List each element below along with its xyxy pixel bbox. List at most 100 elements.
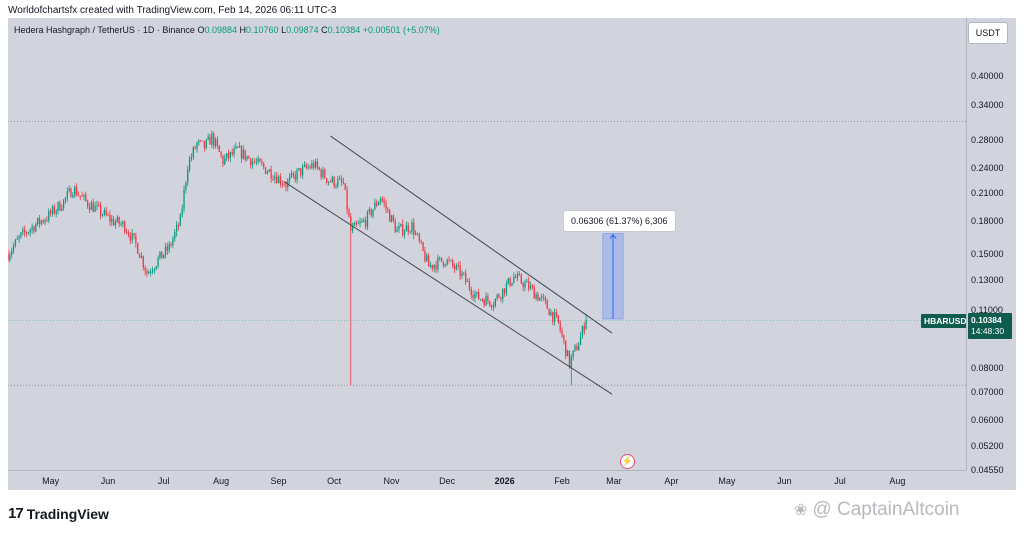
- candle-body: [420, 241, 422, 243]
- candle-body: [281, 183, 283, 185]
- candle-body: [203, 140, 206, 149]
- candle-body: [396, 229, 398, 232]
- candle-body: [218, 145, 220, 152]
- candle-body: [298, 168, 300, 170]
- watermark: ❀ @ CaptainAltcoin: [794, 499, 960, 521]
- candle-body: [468, 281, 471, 289]
- candle-body: [105, 210, 107, 215]
- price-label: 0.04550: [971, 465, 1004, 475]
- candle-body: [324, 169, 326, 179]
- candle-body: [127, 232, 130, 236]
- candle-body: [435, 264, 437, 270]
- candle-body: [381, 198, 383, 201]
- candle-body: [505, 283, 508, 294]
- candle-body: [355, 222, 358, 225]
- candle-body: [164, 246, 167, 255]
- candle-body: [357, 223, 359, 225]
- candle-body: [288, 176, 291, 181]
- chart-frame: Hedera Hashgraph / TetherUS · 1D · Binan…: [8, 18, 1016, 490]
- candle-body: [465, 273, 467, 282]
- candle-body: [257, 158, 259, 162]
- time-label: Dec: [439, 476, 456, 486]
- price-axis[interactable]: 0.500000.400000.340000.280000.240000.210…: [966, 18, 1016, 475]
- candle-body: [326, 178, 328, 183]
- candle-body: [57, 202, 59, 211]
- candle-body: [503, 288, 506, 294]
- candle-body: [392, 215, 395, 222]
- candle-body: [453, 265, 456, 270]
- currency-button[interactable]: USDT: [968, 22, 1008, 44]
- candle-body: [368, 209, 370, 212]
- candle-body: [11, 250, 13, 255]
- price-label: 0.07000: [971, 386, 1004, 397]
- candle-body: [448, 259, 450, 261]
- price-label: 0.11000: [971, 304, 1003, 315]
- candle-body: [200, 140, 202, 142]
- price-label: 0.05200: [971, 440, 1004, 451]
- candle-body: [192, 147, 194, 158]
- candle-body: [502, 288, 504, 300]
- candle-body: [351, 225, 354, 231]
- candle-body: [492, 305, 495, 308]
- candle-body: [276, 176, 278, 184]
- candle-body: [572, 350, 574, 357]
- candle-body: [66, 191, 68, 198]
- candle-body: [522, 283, 524, 288]
- flash-icon[interactable]: ⚡: [620, 454, 635, 469]
- candle-body: [277, 176, 280, 184]
- candle-body: [520, 275, 522, 284]
- candle-body: [494, 298, 496, 306]
- candle-body: [16, 238, 18, 240]
- candle-body: [394, 221, 396, 232]
- candle-body: [40, 220, 43, 224]
- candle-body: [359, 221, 361, 224]
- candle-body: [146, 271, 148, 274]
- candle-body: [38, 218, 41, 224]
- candle-body: [12, 245, 15, 251]
- candle-body: [322, 169, 324, 178]
- tradingview-logo[interactable]: 17 TradingView: [8, 505, 109, 522]
- candle-body: [305, 164, 307, 168]
- candle-body: [452, 260, 454, 266]
- candle-body: [414, 233, 417, 235]
- candle-body: [437, 257, 439, 270]
- candle-body: [244, 149, 246, 160]
- candle-body: [550, 311, 552, 316]
- candle-body: [489, 301, 491, 306]
- candle-body: [194, 147, 196, 149]
- candle-body: [483, 300, 485, 306]
- candlestick-chart[interactable]: [8, 18, 966, 470]
- candle-body: [9, 254, 11, 261]
- candle-body: [515, 276, 517, 278]
- candle-body: [216, 139, 219, 146]
- candle-body: [31, 226, 33, 230]
- candle-body: [363, 220, 365, 222]
- candle-body: [42, 220, 44, 223]
- candle-body: [101, 214, 104, 216]
- price-label: 0.40000: [971, 70, 1004, 81]
- candle-body: [81, 195, 83, 197]
- legend-low: 0.09874: [286, 25, 319, 35]
- candle-body: [214, 139, 217, 146]
- candle-body: [112, 218, 115, 226]
- time-label: Aug: [213, 476, 230, 486]
- candle-body: [303, 164, 306, 167]
- candle-body: [398, 226, 400, 230]
- candle-body: [442, 261, 445, 266]
- candle-body: [83, 194, 85, 196]
- plot-area[interactable]: Hedera Hashgraph / TetherUS · 1D · Binan…: [8, 18, 966, 470]
- candle-body: [159, 251, 161, 258]
- candle-body: [88, 206, 91, 210]
- candle-body: [292, 173, 295, 175]
- candle-body: [353, 222, 356, 226]
- time-axis[interactable]: May Jun Jul Aug Sep Oct Nov Dec 2026 Feb Mar Apr May…: [8, 470, 966, 490]
- candle-body: [74, 187, 76, 195]
- candle-body: [229, 151, 232, 159]
- time-label: Mar: [606, 476, 622, 486]
- candle-body: [170, 243, 172, 246]
- candle-body: [116, 217, 118, 223]
- candle-body: [85, 194, 87, 201]
- time-label: Apr: [664, 476, 679, 486]
- candle-body: [231, 151, 233, 155]
- candle-body: [250, 158, 252, 166]
